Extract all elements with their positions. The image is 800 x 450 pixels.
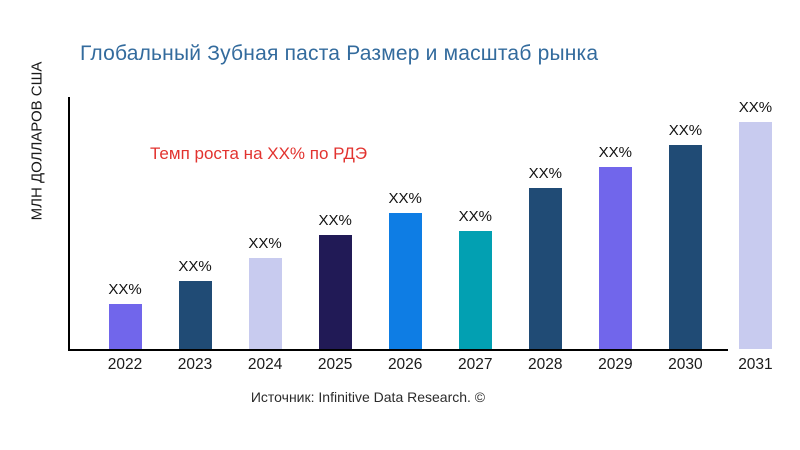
bar-2028 <box>528 188 562 349</box>
bar-2027 <box>458 231 492 349</box>
x-ticks-layer: 2022 2023 2024 2025 2026 2027 2028 2029 2030 2031 <box>68 356 790 378</box>
y-axis-label: МЛН ДОЛЛАРОВ США <box>28 61 46 221</box>
bar-2026 <box>388 213 422 349</box>
bar-2025 <box>318 235 352 349</box>
bar-2023 <box>178 281 212 349</box>
chart-title: Глобальный Зубная паста Размер и масштаб… <box>80 42 599 65</box>
x-tick-label: 2022 <box>107 356 143 373</box>
bar-value-label: XX% <box>318 212 352 229</box>
bar-value-label: XX% <box>738 99 773 116</box>
x-tick-label: 2028 <box>528 356 563 373</box>
x-tick-label: 2029 <box>598 356 633 373</box>
x-axis-line <box>68 349 728 351</box>
bar-2029 <box>598 167 632 349</box>
bar-2022 <box>108 304 142 349</box>
growth-rate-annotation: Темп роста на XX% по РДЭ <box>150 144 368 163</box>
y-axis-line <box>68 97 70 351</box>
bar-2024 <box>248 258 282 349</box>
x-tick-label: 2024 <box>247 356 283 373</box>
bar-value-label: XX% <box>248 235 282 252</box>
x-tick-label: 2026 <box>387 356 423 373</box>
bar-value-label: XX% <box>458 208 492 225</box>
source-note: Источник: Infinitive Data Research. © <box>250 389 486 405</box>
x-tick-label: 2025 <box>317 356 353 373</box>
bar-2031 <box>738 122 772 349</box>
bar-value-label: XX% <box>668 122 703 139</box>
bar-value-label: XX% <box>388 190 422 207</box>
bar-value-label: XX% <box>178 258 212 275</box>
bar-value-label: XX% <box>528 165 562 182</box>
bar-value-label: XX% <box>108 281 142 298</box>
x-tick-label: 2027 <box>458 356 493 373</box>
x-tick-label: 2031 <box>738 356 773 373</box>
bar-value-label: XX% <box>598 144 633 161</box>
bar-2030 <box>668 145 702 349</box>
x-tick-label: 2030 <box>668 356 703 373</box>
bars-layer: XX% XX% XX% XX% XX% XX% XX% XX% XX% XX% <box>68 97 790 349</box>
x-tick-label: 2023 <box>177 356 213 373</box>
